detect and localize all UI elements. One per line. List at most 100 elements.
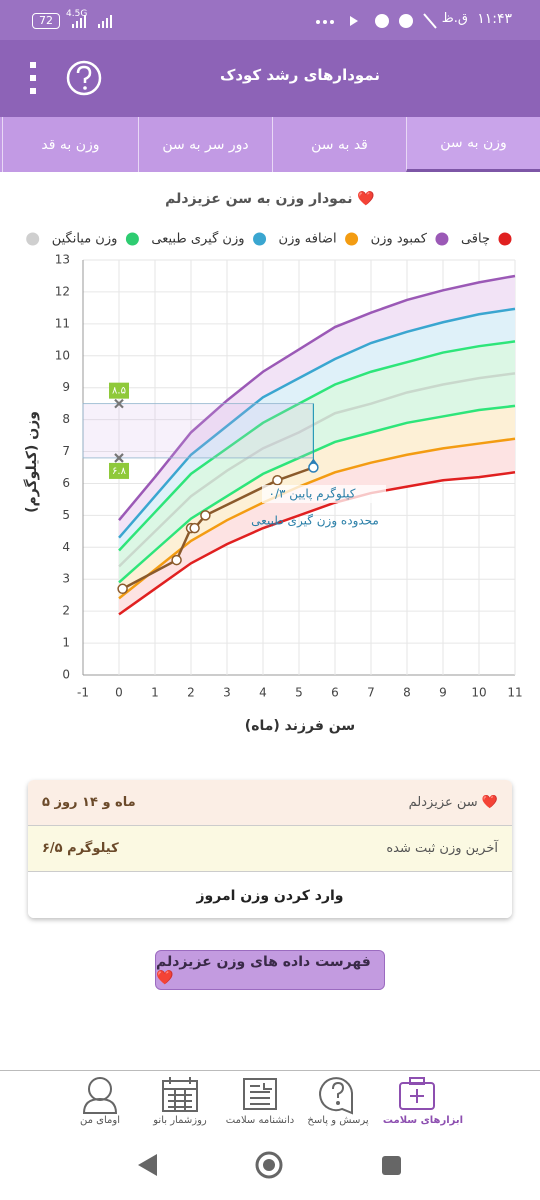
legend-swatch [26, 232, 40, 246]
curve [118, 471, 516, 616]
network: 4.5G [66, 9, 88, 19]
annotation-bg [262, 485, 386, 503]
band [119, 405, 515, 599]
y-tick-label: 1 [62, 636, 70, 650]
range-marker [114, 453, 124, 463]
info-value: ۶/۵ کیلوگرم [42, 841, 119, 856]
range-marker [114, 398, 124, 409]
curve [118, 437, 516, 600]
recents-button[interactable] [382, 1156, 401, 1175]
legend-label: وزن میانگین [52, 231, 118, 247]
nav-icon[interactable] [399, 1077, 435, 1110]
x-tick-label: 4 [259, 686, 267, 700]
clock-period: ق.ظ [441, 11, 468, 26]
lines [118, 274, 516, 616]
nav-label[interactable]: اومای من [80, 1115, 120, 1126]
x-tick-label: 2 [187, 686, 195, 700]
tab[interactable]: وزن به قد [2, 117, 138, 172]
y-tick-label: 12 [55, 284, 70, 298]
list-button[interactable]: فهرست داده های وزن عزیزدلم ❤️ [155, 950, 385, 990]
y-tick-label: 0 [62, 668, 70, 682]
nav-icons [82, 1077, 435, 1115]
annotations: ۸.۵ ۶.۸ ۰/۳ کیلوگرم پایین محدوده وزن گیری ط… [82, 382, 386, 595]
band [119, 438, 515, 615]
x-tick-label: 9 [439, 686, 447, 700]
help-button[interactable] [66, 60, 102, 96]
y-tick-label: 3 [62, 572, 70, 586]
curve [118, 340, 516, 552]
info-card: سن عزیزدلم ❤️ ۵ ماه و ۱۴ روز آخرین وزن ثب… [28, 780, 512, 918]
y-tick-label: 7 [62, 444, 70, 458]
y-tick-label: 9 [62, 380, 70, 394]
curve [118, 372, 516, 568]
app-title: نمودارهای رشد کودک [219, 66, 380, 84]
info-key: آخرین وزن ثبت شده [386, 841, 498, 856]
nav-icon[interactable] [243, 1078, 277, 1110]
legend-swatch [345, 232, 359, 246]
nav-icon[interactable] [162, 1077, 198, 1112]
bottom-nav: ابزارهای سلامت پرسش و پاسخ دانشنامه سلام… [0, 1070, 540, 1141]
range-label: ۶.۸ [112, 466, 127, 477]
chart: نمودار وزن به سن عزیزدلم ❤️ وزن (کیلوگرم… [23, 190, 523, 734]
band [119, 341, 515, 567]
x-tick-label: -1 [77, 686, 89, 700]
curve [118, 274, 516, 521]
weight-point [117, 583, 128, 595]
weight-point [272, 475, 283, 486]
nav-label[interactable]: روزشمار بانو [153, 1115, 207, 1126]
status-bar: 72 4.5G ۱۱:۴۳ ق.ظ [0, 0, 540, 40]
x-tick-label: 10 [471, 686, 486, 700]
battery: 72 [32, 13, 60, 29]
weight-point [189, 522, 200, 534]
signal-icons [72, 15, 112, 28]
weight-point [171, 554, 182, 566]
weight-point [308, 462, 319, 473]
legend-swatch [435, 232, 449, 246]
band [119, 308, 515, 551]
nav-icon[interactable] [319, 1077, 353, 1115]
band [119, 275, 515, 538]
tab-bar: وزن به سن قد به سن دور سر به سن وزن به ق… [0, 117, 540, 172]
tab[interactable]: دور سر به سن [138, 117, 272, 172]
range-box [82, 403, 314, 459]
nav-icon[interactable] [82, 1077, 118, 1114]
x-tick-label: 7 [367, 686, 375, 700]
curve [118, 307, 516, 539]
nav-label[interactable]: ابزارهای سلامت [382, 1115, 464, 1126]
menu-button[interactable] [30, 62, 36, 94]
x-tick-label: 5 [295, 686, 303, 700]
y-tick-label: 8 [62, 412, 70, 426]
legend-label: اضافه وزن [279, 232, 337, 247]
x-tick-label: 11 [507, 686, 522, 700]
range-label-bg [109, 462, 129, 479]
x-tick-label: 6 [331, 686, 339, 700]
tab[interactable]: وزن به سن [406, 117, 540, 172]
legend-label: چاقی [461, 232, 490, 247]
bands [119, 275, 515, 615]
range-label: ۸.۵ [112, 386, 126, 397]
x-tick-label: 0 [115, 686, 123, 700]
band [119, 373, 515, 583]
nav-label[interactable]: دانشنامه سلامت [225, 1115, 295, 1126]
x-axis-title: سن فرزند (ماه) [245, 718, 355, 734]
tab[interactable]: قد به سن [272, 117, 406, 172]
home-button[interactable] [255, 1151, 283, 1179]
nav-label[interactable]: پرسش و پاسخ [307, 1115, 369, 1126]
weight-point [200, 510, 211, 521]
y-tick-label: 10 [55, 348, 70, 362]
legend-label: وزن گیری طبیعی [151, 231, 244, 247]
y-tick-label: 2 [62, 604, 70, 618]
y-tick-label: 4 [62, 540, 70, 554]
system-nav [138, 1151, 401, 1179]
annotation: ۰/۳ کیلوگرم پایین [269, 487, 356, 502]
info-row: سن عزیزدلم ❤️ ۵ ماه و ۱۴ روز [28, 780, 512, 826]
back-button[interactable] [138, 1154, 157, 1176]
clock: ۱۱:۴۳ [477, 11, 512, 27]
legend-swatch [498, 232, 512, 246]
app-bar-icons [30, 60, 102, 96]
notification-icons [316, 13, 437, 29]
info-value: ۵ ماه و ۱۴ روز [42, 795, 136, 810]
add-weight-button[interactable]: وارد کردن وزن امروز [28, 872, 512, 918]
